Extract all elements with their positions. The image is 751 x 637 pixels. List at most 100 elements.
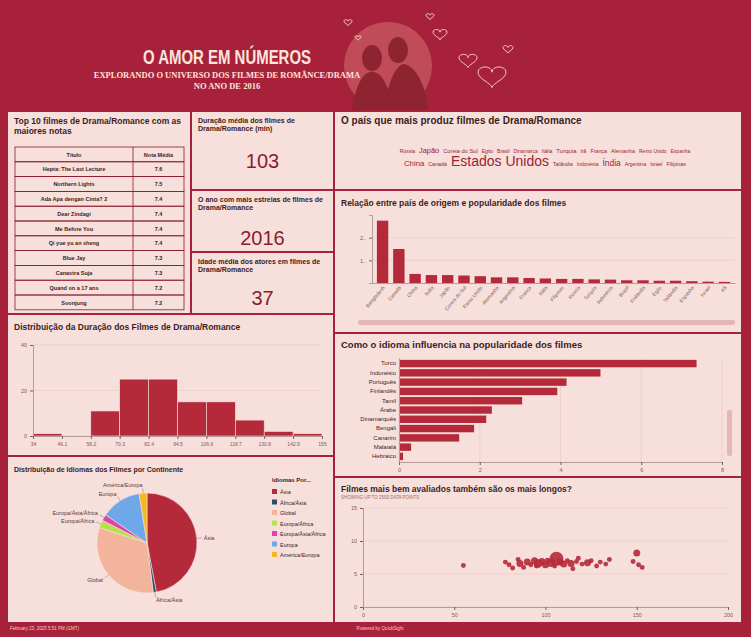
- bar: [442, 275, 453, 283]
- word: Índia: [602, 158, 621, 168]
- table-row: [15, 236, 184, 251]
- axis-line: [360, 509, 364, 608]
- background: [0, 0, 751, 637]
- bar: [377, 221, 388, 283]
- slice-label: Europa: [99, 491, 118, 497]
- x-tick: 58.2: [86, 436, 96, 447]
- tick-label: 2: [479, 467, 482, 473]
- grid-line: [363, 508, 728, 509]
- tick-label: 4: [559, 467, 562, 473]
- x-tick: 100: [541, 607, 550, 618]
- decoration: [478, 67, 506, 88]
- axis-line: [30, 346, 34, 437]
- tick-label: 2..: [360, 235, 367, 241]
- y-tick: Tamil: [382, 398, 396, 404]
- word: França: [590, 148, 607, 154]
- kpi-title-line: Idade média dos atores em filmes de: [198, 258, 320, 265]
- bar: [686, 281, 697, 283]
- table-title-line: Top 10 filmes de Drama/Romance com as: [14, 116, 181, 126]
- chart-scatter: Filmes mais bem avaliados também são os …: [341, 484, 733, 618]
- legend-swatch: [272, 552, 277, 557]
- tick-label: Tamil: [382, 398, 396, 404]
- tick-mark: [369, 238, 372, 239]
- legend-label: América/Europa: [280, 552, 320, 558]
- tick-mark: [360, 574, 363, 575]
- tick-label: Turco: [381, 360, 397, 366]
- tick-label: Brasil: [617, 285, 630, 298]
- table-divider: [133, 162, 134, 177]
- decoration: [344, 22, 432, 110]
- histogram-bar: [206, 402, 235, 436]
- panel-chart: [335, 478, 741, 622]
- tick-label: Argentina: [498, 284, 516, 304]
- tick-mark: [264, 436, 265, 439]
- bar: [621, 280, 632, 283]
- chart-title: Como o idioma influencia na popularidade…: [341, 339, 582, 350]
- footer-credit: Powered by QuickSight: [357, 626, 405, 631]
- x-tick: 4: [559, 462, 562, 473]
- tick-label: Árabe: [380, 407, 397, 413]
- legend-swatch: [272, 510, 277, 515]
- panel-chart: [335, 112, 741, 189]
- bar: [702, 282, 713, 283]
- tick-mark: [369, 260, 372, 261]
- kpi: Duração média dos filmes deDrama/Romance…: [198, 117, 295, 172]
- table-cell: Quand on a 17 ans: [50, 285, 99, 291]
- tick-label: Bangladesh: [364, 284, 386, 308]
- bar: [399, 397, 522, 404]
- x-tick: Canadá: [386, 284, 402, 301]
- tick-label: Alemanha: [481, 284, 500, 305]
- bar: [588, 279, 599, 283]
- point: [640, 565, 645, 570]
- tick-mark: [91, 436, 92, 439]
- bar: [399, 443, 411, 450]
- tick-label: 46.1: [58, 441, 68, 447]
- y-tick: 15: [351, 505, 363, 511]
- bar: [605, 280, 616, 283]
- y-tick: Finlandês: [370, 388, 396, 394]
- y-tick: Dinamarquês: [360, 416, 396, 422]
- tick-label: Indonésio: [370, 370, 397, 376]
- word: China: [404, 159, 425, 168]
- tick-mark: [546, 607, 547, 610]
- x-tick: 6: [640, 462, 643, 473]
- table-row: [15, 206, 184, 221]
- y-tick: 10: [351, 538, 363, 544]
- table-cell: Canastra Suja: [56, 270, 94, 276]
- kpi: O ano com mais estreias de filmes deDram…: [198, 196, 323, 249]
- tick-label: Finlândia: [629, 284, 647, 304]
- kpi-title-line: Duração média dos filmes de: [198, 117, 295, 125]
- x-tick: Tailândia: [662, 284, 679, 303]
- tick-label: Hebraico: [372, 453, 397, 459]
- bar: [540, 278, 551, 283]
- tick-label: 118.7: [230, 441, 242, 447]
- x-axis: BangladeshCanadáChinaÍndiaJapãoCoreia do…: [364, 284, 735, 312]
- y-tick: Hebraico: [372, 453, 397, 459]
- x-tick: Egito: [651, 284, 663, 297]
- grid: [399, 358, 722, 462]
- kpi-title: Idade média dos atores em filmes deDrama…: [198, 258, 320, 273]
- tick-mark: [480, 462, 481, 465]
- y-axis: TurcoIndonésioPortuguêsFinlandêsTamilÁra…: [360, 359, 399, 463]
- x-tick: 8: [721, 462, 724, 473]
- chart-bar: Relação entre país de origem e popularid…: [341, 198, 736, 325]
- y-tick: Malaialá: [374, 444, 397, 450]
- table-divider: [133, 147, 134, 162]
- tick-label: Reino Unido: [461, 284, 483, 309]
- bar: [409, 274, 420, 283]
- tick-mark: [360, 508, 363, 509]
- tick-label: 155: [318, 441, 327, 447]
- tick-label: 150: [633, 612, 642, 618]
- tick-label: 0: [362, 612, 365, 618]
- point: [607, 557, 612, 562]
- scrollbar: [727, 410, 732, 456]
- x-tick: Alemanha: [481, 284, 500, 305]
- header-decoration: [344, 14, 513, 110]
- tick-label: 70.3: [115, 441, 125, 447]
- tick-label: 100: [541, 612, 550, 618]
- point: [570, 566, 575, 571]
- table-row: [15, 221, 184, 236]
- point: [580, 562, 585, 567]
- y-tick: Canarim: [373, 435, 396, 441]
- point: [589, 558, 594, 563]
